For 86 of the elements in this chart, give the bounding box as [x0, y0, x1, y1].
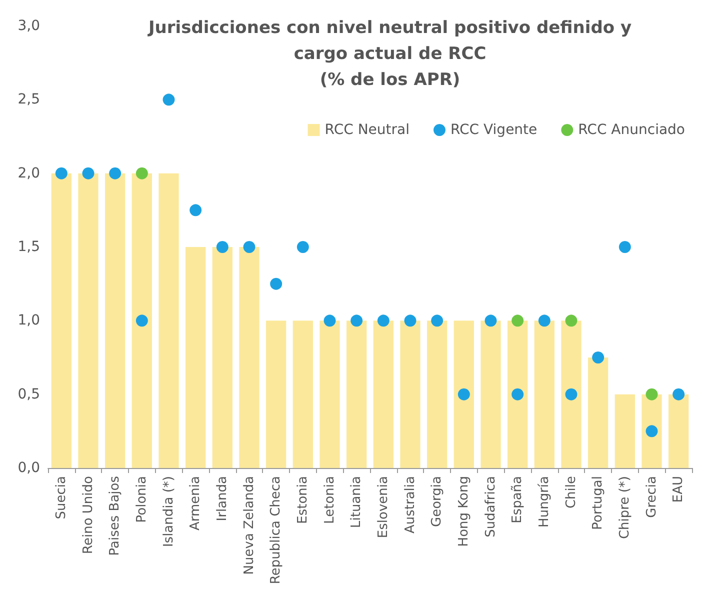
x-tick-label: Reino Unido	[80, 476, 96, 554]
bar	[105, 173, 126, 468]
x-tick-label: Chile	[564, 476, 579, 509]
bar	[186, 247, 206, 468]
bar	[480, 320, 501, 468]
bar	[51, 173, 72, 468]
x-tick-label: Nueva Zelanda	[242, 476, 257, 575]
x-tick-label: Chipre (*)	[617, 476, 632, 540]
y-tick-label: 3,0	[18, 18, 40, 34]
bar	[158, 173, 179, 468]
x-tick-label: Armenia	[188, 476, 204, 530]
x-tick-label: Hong Kong	[456, 476, 472, 547]
y-tick-label: 0,0	[18, 460, 40, 476]
bar	[212, 247, 232, 468]
y-tick-label: 0,5	[18, 386, 40, 402]
point	[270, 278, 282, 290]
point	[82, 167, 94, 180]
bar	[320, 320, 340, 468]
point	[565, 314, 578, 327]
point	[55, 167, 68, 180]
point	[136, 314, 148, 327]
bar	[239, 247, 260, 468]
bar	[292, 320, 313, 468]
point	[190, 204, 202, 216]
bar	[427, 320, 448, 468]
y-tick-label: 1,0	[18, 312, 40, 329]
point	[592, 352, 604, 364]
point	[162, 94, 175, 106]
point	[109, 167, 122, 180]
point	[512, 388, 524, 400]
x-tick-label: Georgia	[430, 476, 445, 527]
x-tick-label: Islandia (*)	[161, 476, 176, 548]
y-tick-label: 1,5	[18, 239, 40, 255]
point	[377, 314, 390, 327]
x-tick-label: Sudafrica	[483, 476, 498, 538]
y-tick-label: 2,0	[18, 165, 40, 182]
point	[646, 425, 658, 438]
y-tick-label: 2,5	[18, 92, 40, 108]
x-tick-label: Polonia	[134, 476, 150, 523]
bar	[561, 320, 582, 468]
point	[431, 314, 444, 327]
x-tick-label: España	[510, 476, 526, 524]
x-tick-label: Irlanda	[214, 476, 230, 522]
bar	[668, 394, 689, 468]
point	[243, 241, 256, 253]
bar	[508, 320, 528, 468]
point	[646, 388, 658, 400]
x-tick-label: Grecia	[644, 476, 660, 518]
point	[216, 241, 228, 253]
point	[672, 388, 685, 400]
legend-label: RCC Anunciado	[578, 122, 686, 138]
x-tick-label: Suecia	[54, 476, 69, 520]
point	[404, 314, 416, 327]
text: Jurisdicciones con nivel neutral positivo definido y cargo actual de RCC (% de los APR)	[147, 18, 632, 90]
bar	[346, 320, 367, 468]
point	[296, 241, 309, 253]
x-tick-label: Letonia	[322, 476, 338, 524]
bar	[588, 358, 608, 468]
bar	[132, 173, 152, 468]
bar	[400, 320, 420, 468]
x-tick-label: EAU	[671, 476, 686, 503]
bar	[78, 173, 98, 468]
point	[512, 314, 524, 327]
bar	[373, 320, 394, 468]
x-tick-label: Eslovenia	[376, 476, 391, 538]
bar	[534, 320, 554, 468]
point	[458, 388, 470, 400]
bar	[454, 320, 474, 468]
point	[484, 314, 497, 327]
bar	[614, 394, 635, 468]
x-tick-label: Estonia	[295, 476, 310, 524]
legend-label: RCC Neutral	[324, 122, 410, 138]
x-tick-label: Portugal	[590, 476, 606, 530]
point	[618, 241, 631, 253]
x-tick-label: Republica Checa	[268, 476, 284, 584]
x-tick-label: Australia	[402, 476, 418, 534]
point	[350, 314, 363, 327]
point	[565, 388, 578, 400]
x-tick-label: Paises Bajos	[108, 476, 123, 556]
x-tick-label: Hungría	[536, 476, 552, 528]
point	[136, 167, 148, 180]
x-tick-label: Lituania	[349, 476, 364, 528]
legend-label: RCC Vigente	[450, 122, 538, 138]
point	[324, 314, 336, 327]
point	[538, 314, 550, 327]
bar	[266, 320, 286, 468]
